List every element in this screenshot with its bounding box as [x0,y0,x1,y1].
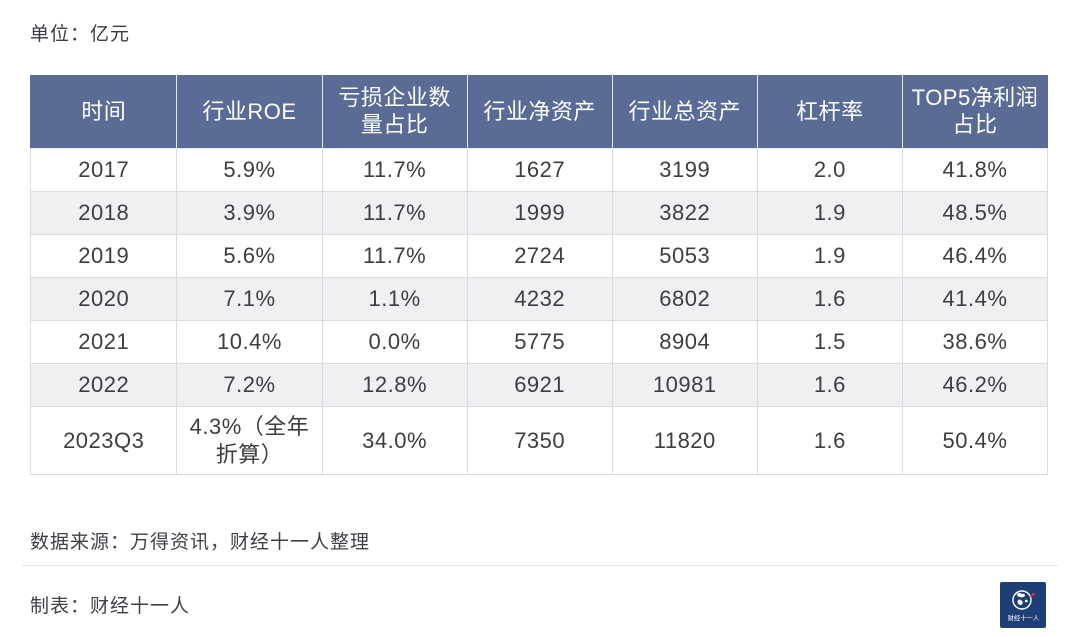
header-cell: 行业总资产 [611,75,758,149]
brand-logo: 财经十一人 [1000,582,1046,628]
table-row: 2019 5.6% 11.7% 2724 5053 1.9 46.4% [29,234,1049,278]
table-cell: 11.7% [321,234,468,278]
table-cell: 0.0% [321,320,468,364]
table-cell: 46.4% [901,234,1049,278]
table-cell: 3.9% [176,191,323,235]
table-cell: 2021 [29,320,178,364]
globe-icon [1012,590,1035,610]
unit-label: 单位：亿元 [30,24,131,45]
table-cell: 34.0% [321,406,468,475]
header-cell: 行业净资产 [466,75,613,149]
table-cell: 1.9 [756,191,903,235]
table-cell: 2023Q3 [29,406,178,475]
table-cell: 10.4% [176,320,323,364]
table-cell: 5775 [466,320,613,364]
table-cell: 4232 [466,277,613,321]
table-row: 2020 7.1% 1.1% 4232 6802 1.6 41.4% [29,277,1049,321]
table-cell: 38.6% [901,320,1049,364]
table-cell: 6921 [466,363,613,407]
table-cell: 3199 [611,148,758,192]
table-cell: 11.7% [321,191,468,235]
table-cell: 7.1% [176,277,323,321]
table-row: 2023Q3 4.3%（全年折算） 34.0% 7350 11820 1.6 50.4% [29,406,1049,475]
table-cell: 5053 [611,234,758,278]
table-cell: 4.3%（全年折算） [176,406,323,475]
table-cell: 6802 [611,277,758,321]
table-cell: 11820 [611,406,758,475]
table-body: 2017 5.9% 11.7% 1627 3199 2.0 41.8% 2018 3.9% 11.… [29,148,1049,475]
table-row: 2022 7.2% 12.8% 6921 10981 1.6 46.2% [29,363,1049,407]
table-cell: 2017 [29,148,178,192]
table-cell: 48.5% [901,191,1049,235]
table-cell: 1.5 [756,320,903,364]
table-row: 2018 3.9% 11.7% 1999 3822 1.9 48.5% [29,191,1049,235]
logo-text: 财经十一人 [1007,615,1039,622]
credit-note: 制表：财经十一人 [30,596,191,617]
table-cell: 3822 [611,191,758,235]
table-cell: 8904 [611,320,758,364]
table-cell: 1.9 [756,234,903,278]
table-header: 时间 行业ROE 亏损企业数量占比 行业净资产 行业总资产 杠杆率 TOP5净利润占比 [29,75,1049,149]
table-cell: 2724 [466,234,613,278]
table-cell: 1.6 [756,363,903,407]
table-cell: 10981 [611,363,758,407]
table-cell: 2019 [29,234,178,278]
table-cell: 1627 [466,148,613,192]
table-cell: 2018 [29,191,178,235]
table-cell: 41.8% [901,148,1049,192]
table-cell: 46.2% [901,363,1049,407]
header-row: 时间 行业ROE 亏损企业数量占比 行业净资产 行业总资产 杠杆率 TOP5净利润占比 [29,75,1049,149]
table-cell: 1.6 [756,277,903,321]
table-cell: 2022 [29,363,178,407]
table-cell: 1999 [466,191,613,235]
footer-divider [22,565,1058,566]
table-cell: 5.9% [176,148,323,192]
table-cell: 5.6% [176,234,323,278]
data-table: 时间 行业ROE 亏损企业数量占比 行业净资产 行业总资产 杠杆率 TOP5净利润占比 20… [29,75,1049,475]
table-cell: 11.7% [321,148,468,192]
header-cell: 杠杆率 [756,75,903,149]
table-cell: 50.4% [901,406,1049,475]
table-row: 2021 10.4% 0.0% 5775 8904 1.5 38.6% [29,320,1049,364]
table-cell: 7350 [466,406,613,475]
table-cell: 2020 [29,277,178,321]
header-cell: TOP5净利润占比 [901,75,1049,149]
table-cell: 7.2% [176,363,323,407]
table-cell: 1.6 [756,406,903,475]
table-cell: 2.0 [756,148,903,192]
source-note: 数据来源：万得资讯，财经十一人整理 [30,532,371,553]
table-row: 2017 5.9% 11.7% 1627 3199 2.0 41.8% [29,148,1049,192]
header-cell: 行业ROE [176,75,323,149]
table-cell: 12.8% [321,363,468,407]
header-cell: 亏损企业数量占比 [321,75,468,149]
table-cell: 1.1% [321,277,468,321]
header-cell: 时间 [29,75,178,149]
table-cell: 41.4% [901,277,1049,321]
